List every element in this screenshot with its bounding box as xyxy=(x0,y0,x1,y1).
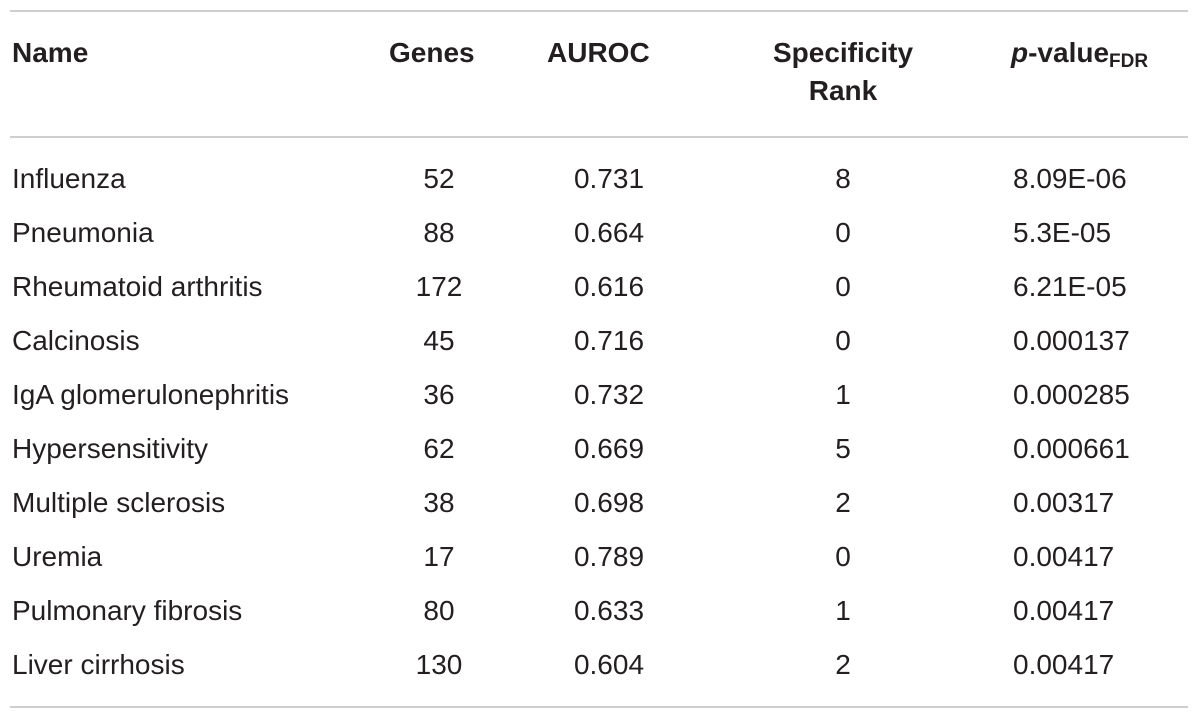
cell-specificity-rank: 0 xyxy=(835,325,851,356)
cell-p-value-fdr: 5.3E-05 xyxy=(1013,217,1112,248)
table-row: Calcinosis 45 0.716 0 0.000137 xyxy=(0,314,1200,368)
header-specificity-rank: Specificity Rank xyxy=(742,34,944,110)
table-row: Influenza 52 0.731 8 8.09E-06 xyxy=(0,152,1200,206)
header-specificity-line1: Specificity xyxy=(772,37,914,68)
table-body: Influenza 52 0.731 8 8.09E-06 Pneumonia … xyxy=(0,152,1200,692)
cell-p-value-fdr: 0.000137 xyxy=(1013,325,1130,356)
cell-specificity-rank: 5 xyxy=(835,433,851,464)
header-p-value-prefix: p xyxy=(1011,37,1029,68)
cell-genes: 52 xyxy=(423,163,455,194)
cell-specificity-rank: 0 xyxy=(835,217,851,248)
table-row: Uremia 17 0.789 0 0.00417 xyxy=(0,530,1200,584)
table-row: IgA glomerulonephritis 36 0.732 1 0.0002… xyxy=(0,368,1200,422)
header-divider-rule xyxy=(10,136,1188,138)
table-bottom-rule xyxy=(10,706,1188,708)
cell-p-value-fdr: 0.000661 xyxy=(1013,433,1130,464)
cell-auroc: 0.698 xyxy=(573,487,645,518)
table-top-rule xyxy=(10,10,1188,12)
cell-p-value-fdr: 6.21E-05 xyxy=(1013,271,1127,302)
cell-genes: 17 xyxy=(423,541,455,572)
header-auroc: AUROC xyxy=(547,37,650,68)
cell-genes: 130 xyxy=(415,649,463,680)
cell-genes: 38 xyxy=(423,487,455,518)
cell-p-value-fdr: 0.00417 xyxy=(1013,595,1115,626)
cell-name: IgA glomerulonephritis xyxy=(12,379,290,410)
cell-auroc: 0.716 xyxy=(573,325,645,356)
cell-p-value-fdr: 0.000285 xyxy=(1013,379,1130,410)
cell-genes: 172 xyxy=(415,271,463,302)
cell-auroc: 0.731 xyxy=(573,163,645,194)
table-row: Pulmonary fibrosis 80 0.633 1 0.00417 xyxy=(0,584,1200,638)
cell-genes: 80 xyxy=(423,595,455,626)
cell-name: Pulmonary fibrosis xyxy=(12,595,243,626)
table-row: Pneumonia 88 0.664 0 5.3E-05 xyxy=(0,206,1200,260)
cell-p-value-fdr: 0.00317 xyxy=(1013,487,1115,518)
table-row: Multiple sclerosis 38 0.698 2 0.00317 xyxy=(0,476,1200,530)
cell-specificity-rank: 8 xyxy=(835,163,851,194)
cell-name: Pneumonia xyxy=(12,217,154,248)
cell-name: Hypersensitivity xyxy=(12,433,209,464)
cell-genes: 62 xyxy=(423,433,455,464)
cell-p-value-fdr: 0.00417 xyxy=(1013,541,1115,572)
table-row: Liver cirrhosis 130 0.604 2 0.00417 xyxy=(0,638,1200,692)
cell-name: Rheumatoid arthritis xyxy=(12,271,263,302)
header-p-value-subscript: FDR xyxy=(1109,51,1149,72)
cell-auroc: 0.633 xyxy=(573,595,645,626)
cell-auroc: 0.732 xyxy=(573,379,645,410)
cell-specificity-rank: 2 xyxy=(835,487,851,518)
cell-auroc: 0.616 xyxy=(573,271,645,302)
cell-auroc: 0.669 xyxy=(573,433,645,464)
cell-specificity-rank: 0 xyxy=(835,271,851,302)
cell-name: Liver cirrhosis xyxy=(12,649,185,680)
cell-auroc: 0.664 xyxy=(573,217,645,248)
cell-auroc: 0.604 xyxy=(573,649,645,680)
header-specificity-line2: Rank xyxy=(808,75,878,106)
cell-specificity-rank: 0 xyxy=(835,541,851,572)
cell-name: Influenza xyxy=(12,163,126,194)
table-row: Rheumatoid arthritis 172 0.616 0 6.21E-0… xyxy=(0,260,1200,314)
header-genes: Genes xyxy=(389,37,475,68)
header-p-value-main: -value xyxy=(1028,37,1110,68)
cell-name: Calcinosis xyxy=(12,325,140,356)
cell-specificity-rank: 1 xyxy=(835,595,851,626)
cell-p-value-fdr: 0.00417 xyxy=(1013,649,1115,680)
cell-name: Uremia xyxy=(12,541,103,572)
cell-genes: 45 xyxy=(423,325,455,356)
header-p-value-fdr: p-valueFDR xyxy=(1011,34,1148,72)
cell-specificity-rank: 1 xyxy=(835,379,851,410)
cell-p-value-fdr: 8.09E-06 xyxy=(1013,163,1127,194)
table-row: Hypersensitivity 62 0.669 5 0.000661 xyxy=(0,422,1200,476)
cell-auroc: 0.789 xyxy=(573,541,645,572)
cell-genes: 88 xyxy=(423,217,455,248)
cell-specificity-rank: 2 xyxy=(835,649,851,680)
header-name: Name xyxy=(12,37,89,68)
cell-genes: 36 xyxy=(423,379,455,410)
cell-name: Multiple sclerosis xyxy=(12,487,226,518)
